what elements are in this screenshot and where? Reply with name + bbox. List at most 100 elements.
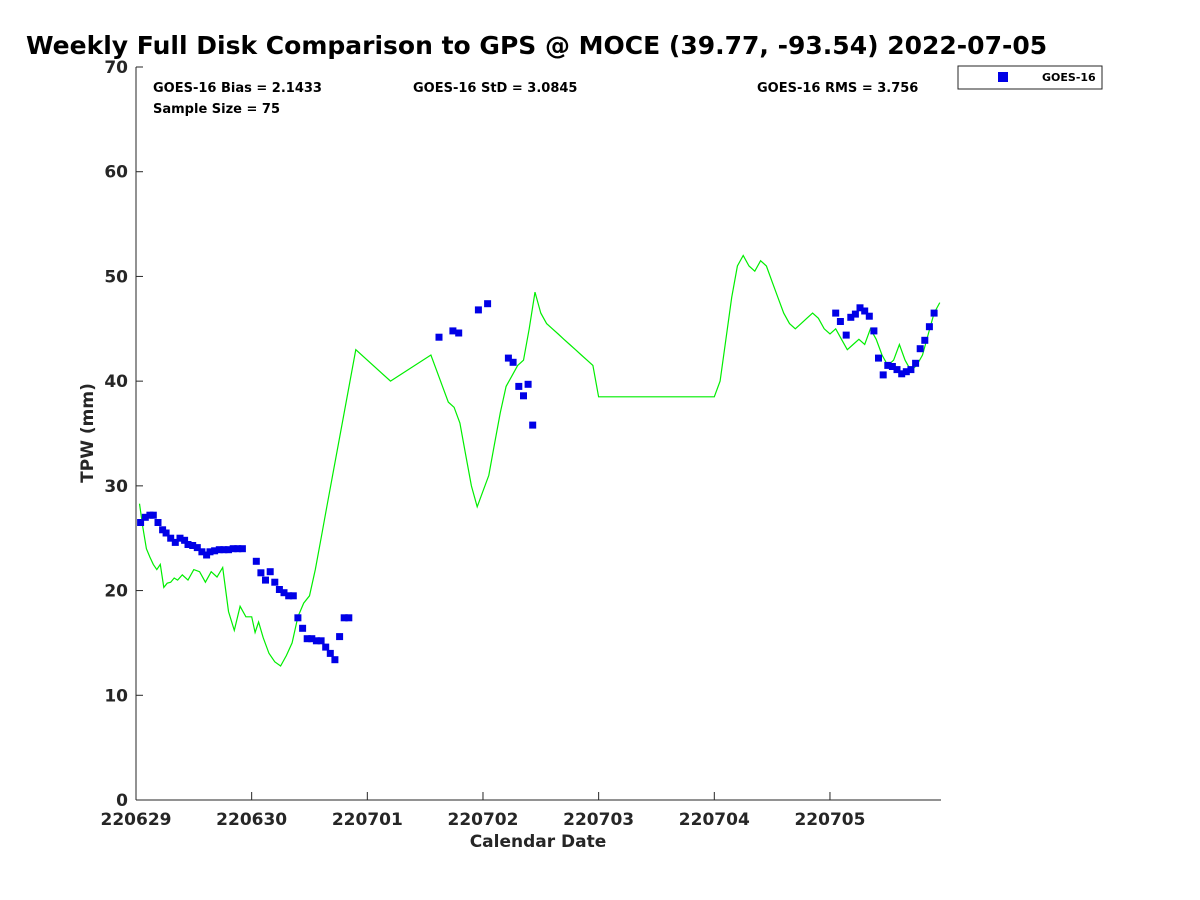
y-axis-label: TPW (mm) <box>78 383 98 483</box>
goes16-point <box>289 592 297 600</box>
std-stat: GOES-16 StD = 3.0845 <box>413 81 577 96</box>
gps-line <box>138 254 941 667</box>
goes16-point <box>865 312 873 320</box>
goes16-point <box>303 635 311 643</box>
goes16-point <box>215 546 223 554</box>
goes16-point <box>921 336 929 344</box>
goes16-point <box>198 548 206 556</box>
axes <box>135 67 941 801</box>
goes16-point <box>262 576 269 584</box>
y-tick-label: 30 <box>104 477 128 497</box>
goes16-point <box>225 546 232 554</box>
y-tick-label: 60 <box>104 163 128 183</box>
x-tick-label: 220701 <box>332 810 403 830</box>
goes16-point <box>893 366 901 374</box>
legend: GOES-16 <box>957 65 1103 90</box>
y-tick-label: 50 <box>104 267 128 287</box>
goes16-point <box>137 519 145 526</box>
legend-box <box>957 65 1103 90</box>
goes16-point <box>234 545 242 553</box>
x-tick-label: 220705 <box>794 810 865 830</box>
goes16-point <box>435 333 443 341</box>
y-tick-label: 40 <box>104 372 128 392</box>
goes16-point <box>271 578 279 586</box>
goes16-point <box>856 304 864 312</box>
goes16-point <box>154 519 162 526</box>
y-tick-label: 0 <box>116 791 128 811</box>
goes16-point <box>211 547 219 555</box>
goes16-point <box>875 354 882 362</box>
goes16-point <box>888 363 896 370</box>
goes16-point <box>529 421 537 429</box>
goes16-point <box>257 569 265 577</box>
goes16-point <box>879 371 887 379</box>
goes16-point <box>238 545 246 553</box>
y-tick-label: 20 <box>104 582 128 602</box>
legend-label: GOES-16 <box>1042 71 1096 84</box>
x-ticks: 220629 220630 220701 220702 220703 220704 2207… <box>101 792 865 830</box>
goes16-point <box>520 392 527 400</box>
goes16-point <box>317 637 325 645</box>
x-tick-label: 220704 <box>679 810 750 830</box>
goes16-point <box>280 589 288 597</box>
goes16-point <box>836 318 844 325</box>
goes16-point <box>326 649 334 657</box>
rms-stat: GOES-16 RMS = 3.756 <box>757 81 918 96</box>
goes16-point <box>285 592 293 600</box>
goes16-point <box>842 331 850 339</box>
x-axis-label: Calendar Date <box>470 832 607 852</box>
goes16-point <box>509 358 517 366</box>
goes16-point <box>299 624 307 632</box>
goes16-point <box>340 614 348 622</box>
goes16-point <box>861 307 869 315</box>
goes16-point <box>455 329 463 337</box>
goes16-point <box>515 382 523 390</box>
bias-stat: GOES-16 Bias = 2.1433 <box>153 81 322 96</box>
goes16-point <box>916 345 924 353</box>
goes16-point <box>449 327 457 335</box>
goes16-series <box>137 300 938 664</box>
goes16-point <box>167 534 175 542</box>
goes16-point <box>189 542 197 549</box>
goes16-point <box>171 538 179 546</box>
goes16-point <box>524 380 532 388</box>
goes16-point <box>141 513 149 521</box>
legend-marker <box>998 72 1008 82</box>
x-tick-label: 220702 <box>447 810 518 830</box>
y-tick-label: 70 <box>104 58 128 78</box>
goes16-point <box>345 614 353 622</box>
goes16-point <box>266 568 274 576</box>
x-tick-label: 220629 <box>101 810 172 830</box>
goes16-point <box>930 309 938 317</box>
goes16-point <box>884 361 892 369</box>
goes16-point <box>149 511 157 519</box>
goes16-point <box>294 614 302 622</box>
goes16-point <box>925 323 933 331</box>
goes16-point <box>912 359 920 367</box>
goes16-point <box>184 541 192 548</box>
goes16-point <box>162 529 170 537</box>
gps-series <box>138 254 941 667</box>
goes16-point <box>847 313 855 321</box>
goes16-point <box>336 633 344 641</box>
goes16-point <box>308 635 316 643</box>
chart-title: Weekly Full Disk Comparison to GPS @ MOC… <box>26 31 1047 60</box>
goes16-point <box>907 366 915 374</box>
goes16-point <box>331 656 339 664</box>
goes16-point <box>220 546 228 554</box>
x-tick-label: 220703 <box>563 810 634 830</box>
goes16-point <box>312 637 320 645</box>
goes16-point <box>902 368 910 376</box>
y-ticks: 0 10 20 30 40 50 60 70 <box>104 58 143 811</box>
x-tick-label: 220630 <box>216 810 287 830</box>
goes16-point <box>870 327 878 335</box>
goes16-point <box>206 548 214 556</box>
goes16-point <box>193 544 201 552</box>
goes16-point <box>181 536 189 544</box>
goes16-point <box>832 309 840 317</box>
goes16-point <box>474 306 482 314</box>
goes16-point <box>229 545 237 553</box>
goes16-point <box>504 354 512 362</box>
goes16-point <box>176 534 184 542</box>
